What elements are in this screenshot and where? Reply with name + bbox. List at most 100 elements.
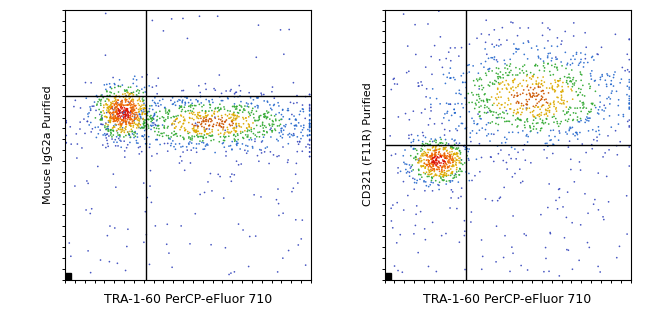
Point xyxy=(281,122,291,127)
Point xyxy=(127,110,137,115)
Point xyxy=(549,120,559,125)
Point xyxy=(443,141,454,147)
Point xyxy=(220,119,231,124)
Point xyxy=(93,99,103,104)
Point xyxy=(480,40,491,45)
Point xyxy=(258,135,268,140)
Point xyxy=(530,62,541,67)
Point xyxy=(240,115,251,121)
Point xyxy=(152,151,162,156)
Point xyxy=(72,155,82,161)
Point xyxy=(117,127,127,132)
Point xyxy=(277,135,287,140)
Point xyxy=(481,73,491,78)
Point xyxy=(434,150,444,155)
Point xyxy=(202,113,213,118)
Point xyxy=(136,114,146,120)
Point xyxy=(118,117,129,123)
Point xyxy=(551,80,561,85)
Point xyxy=(534,114,545,119)
Point xyxy=(525,110,536,115)
Point xyxy=(112,100,123,106)
Point xyxy=(267,128,278,133)
Point xyxy=(122,129,133,135)
Point xyxy=(254,113,265,119)
Point xyxy=(487,119,497,124)
Point xyxy=(103,109,113,114)
Point xyxy=(246,95,256,100)
Point xyxy=(138,180,149,186)
Point xyxy=(140,109,150,114)
Point xyxy=(445,153,455,159)
Point xyxy=(567,220,577,225)
Point xyxy=(102,93,112,98)
Point xyxy=(109,91,120,96)
Point xyxy=(493,86,503,91)
Point xyxy=(88,104,99,109)
Point xyxy=(246,101,257,106)
Point xyxy=(114,116,124,121)
Point xyxy=(227,139,237,144)
Point xyxy=(163,124,174,129)
Point xyxy=(582,116,593,121)
Point xyxy=(119,138,129,144)
Point xyxy=(474,100,484,105)
Point xyxy=(150,122,161,127)
Point xyxy=(122,119,132,124)
Point xyxy=(108,113,118,119)
Point xyxy=(130,104,140,109)
Point xyxy=(495,89,505,95)
Point xyxy=(238,227,248,233)
Point xyxy=(599,116,609,122)
Point xyxy=(567,88,577,93)
Point xyxy=(261,109,272,114)
Point xyxy=(552,95,563,100)
Point xyxy=(144,124,154,129)
Point xyxy=(529,114,539,119)
Point xyxy=(218,98,228,103)
Point xyxy=(573,136,583,142)
Point xyxy=(398,160,409,165)
Point xyxy=(456,157,467,162)
Point xyxy=(124,132,134,137)
Point xyxy=(120,91,130,97)
Point xyxy=(448,145,459,150)
Point xyxy=(278,211,289,216)
Point xyxy=(488,112,498,118)
Point xyxy=(289,133,299,138)
Point xyxy=(444,118,454,123)
Point xyxy=(464,42,474,47)
Point xyxy=(105,128,116,133)
Point xyxy=(557,63,567,69)
Point xyxy=(196,134,207,139)
Point xyxy=(588,137,599,142)
Point xyxy=(450,152,461,157)
Point xyxy=(116,138,126,144)
Point xyxy=(430,154,440,159)
Point xyxy=(440,137,450,142)
Point xyxy=(562,189,573,195)
Point xyxy=(435,153,445,159)
Point xyxy=(244,114,254,119)
Point xyxy=(409,231,419,236)
Point xyxy=(125,124,136,129)
Point xyxy=(192,125,203,131)
Point xyxy=(430,152,440,158)
Point xyxy=(498,75,508,80)
Point xyxy=(127,94,138,99)
Point xyxy=(112,130,123,136)
Point xyxy=(116,103,126,109)
Point xyxy=(129,103,140,108)
Point xyxy=(549,102,560,107)
Point xyxy=(267,84,278,90)
Point xyxy=(263,115,273,120)
Point xyxy=(565,79,575,84)
Point xyxy=(135,96,145,101)
Point xyxy=(475,75,486,81)
Point xyxy=(129,120,140,125)
Point xyxy=(118,118,129,123)
Point xyxy=(190,112,200,117)
Point xyxy=(415,177,425,182)
Point xyxy=(79,116,89,122)
Point xyxy=(242,133,253,138)
